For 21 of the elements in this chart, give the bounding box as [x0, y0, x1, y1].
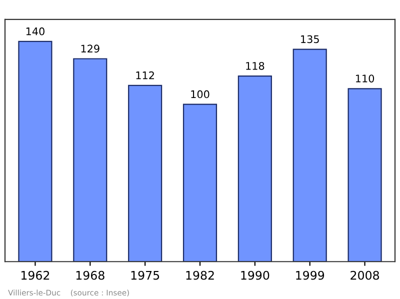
data-label: 135 — [301, 35, 319, 44]
x-tick-label: 1975 — [131, 270, 160, 280]
data-label: 140 — [26, 27, 44, 36]
bar — [73, 58, 108, 262]
x-tick-label: 1968 — [76, 270, 104, 280]
x-tick-label: 1962 — [21, 270, 50, 280]
x-tick-label: 1982 — [186, 270, 214, 280]
bar — [128, 84, 162, 262]
data-label: 118 — [246, 62, 264, 70]
data-label: 100 — [191, 90, 210, 98]
bar — [18, 40, 52, 262]
data-label: 129 — [81, 44, 100, 53]
bar — [238, 75, 272, 262]
data-label: 110 — [356, 74, 374, 82]
x-tick-label: 2008 — [350, 270, 380, 280]
bar — [292, 48, 327, 262]
bar — [348, 88, 382, 262]
data-label: 112 — [136, 71, 154, 80]
bar — [182, 104, 218, 262]
x-tick-label: 1999 — [296, 270, 324, 280]
x-tick-label: 1990 — [241, 270, 270, 280]
